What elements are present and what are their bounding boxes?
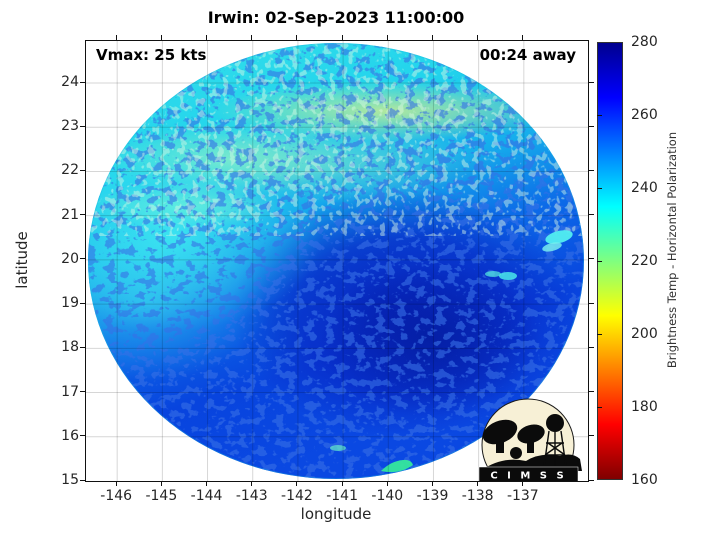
colorbar-tick-mark — [597, 187, 602, 189]
y-tick-mark-right — [589, 125, 594, 127]
colorbar-tick-mark — [597, 260, 602, 262]
x-tick-mark — [251, 481, 253, 486]
x-tick-mark-top — [477, 35, 479, 40]
y-tick-mark-right — [589, 214, 594, 216]
x-tick-label: -140 — [371, 488, 404, 504]
x-tick-label: -141 — [326, 488, 358, 504]
x-tick-mark — [431, 481, 433, 486]
y-axis-label: latitude — [13, 231, 31, 289]
y-tick-mark-right — [589, 302, 594, 304]
vmax-annotation: Vmax: 25 kts — [96, 46, 207, 64]
colorbar-tick-label: 260 — [631, 107, 658, 123]
y-tick-label: 15 — [61, 472, 79, 488]
x-tick-label: -142 — [281, 488, 313, 504]
y-tick-mark — [80, 346, 85, 348]
y-tick-mark-right — [589, 346, 594, 348]
y-tick-mark — [80, 214, 85, 216]
x-tick-mark-top — [296, 35, 298, 40]
y-tick-label: 24 — [61, 74, 79, 90]
y-tick-label: 22 — [61, 162, 79, 179]
y-tick-mark — [80, 169, 85, 171]
y-tick-mark — [80, 435, 85, 437]
y-tick-label: 17 — [61, 383, 79, 400]
plot-area: Vmax: 25 kts 00:24 away — [85, 40, 589, 482]
y-tick-mark-right — [589, 169, 594, 171]
x-tick-mark-top — [341, 35, 343, 40]
x-tick-mark — [296, 481, 298, 486]
y-tick-mark — [80, 391, 85, 393]
x-tick-mark — [206, 481, 208, 486]
colorbar-tick-mark — [597, 406, 602, 408]
x-tick-mark-top — [522, 35, 524, 40]
x-tick-mark — [522, 481, 524, 486]
y-tick-label: 16 — [61, 427, 79, 444]
y-tick-mark — [80, 479, 85, 481]
y-tick-mark-right — [589, 81, 594, 83]
colorbar-tick-label: 180 — [631, 399, 658, 415]
x-tick-label: -138 — [461, 488, 494, 504]
x-tick-mark — [477, 481, 479, 486]
y-tick-mark-right — [589, 391, 594, 393]
cimss-logo: C I M S S — [478, 398, 582, 482]
y-tick-label: 20 — [61, 250, 79, 267]
colorbar-tick-label: 240 — [631, 180, 658, 196]
cimss-logo-text: C I M S S — [490, 471, 566, 482]
y-tick-mark — [80, 81, 85, 83]
x-tick-label: -139 — [416, 488, 449, 504]
colorbar-tick-label: 200 — [631, 326, 658, 342]
x-tick-mark-top — [160, 35, 162, 40]
x-tick-mark — [115, 481, 117, 486]
y-tick-mark — [80, 125, 85, 127]
x-tick-mark-top — [251, 35, 253, 40]
x-tick-mark-top — [386, 35, 388, 40]
y-tick-label: 23 — [61, 118, 79, 135]
x-tick-label: -137 — [506, 488, 539, 504]
x-tick-mark-top — [206, 35, 208, 40]
y-tick-label: 21 — [61, 206, 79, 223]
eta-annotation: 00:24 away — [479, 46, 576, 64]
x-tick-mark — [160, 481, 162, 486]
y-tick-mark — [80, 258, 85, 260]
x-tick-label: -144 — [190, 488, 223, 504]
y-tick-mark-right — [589, 479, 594, 481]
x-tick-label: -143 — [235, 488, 268, 504]
water-tower-lattice — [543, 430, 567, 468]
y-tick-label: 19 — [61, 295, 79, 312]
colorbar-tick-mark — [597, 333, 602, 335]
plot-title: Irwin: 02-Sep-2023 11:00:00 — [207, 8, 465, 27]
x-tick-mark-top — [115, 35, 117, 40]
colorbar-tick-label: 280 — [631, 34, 658, 50]
y-tick-mark-right — [589, 258, 594, 260]
satellite-swath-image: C I M S S — [86, 41, 588, 481]
x-tick-mark — [386, 481, 388, 486]
colorbar-title: Brightness Temp - Horizontal Polarizatio… — [665, 131, 679, 369]
colorbar-tick-label: 220 — [631, 253, 658, 269]
x-tick-mark-top — [431, 35, 433, 40]
colorbar-tick-mark — [597, 114, 602, 116]
x-tick-mark — [341, 481, 343, 486]
x-axis-label: longitude — [300, 505, 372, 523]
x-tick-label: -146 — [100, 488, 133, 504]
y-tick-mark — [80, 302, 85, 304]
colorbar-tick-label: 160 — [631, 472, 658, 488]
y-tick-label: 18 — [61, 339, 79, 356]
x-tick-label: -145 — [145, 488, 178, 504]
y-tick-mark-right — [589, 435, 594, 437]
